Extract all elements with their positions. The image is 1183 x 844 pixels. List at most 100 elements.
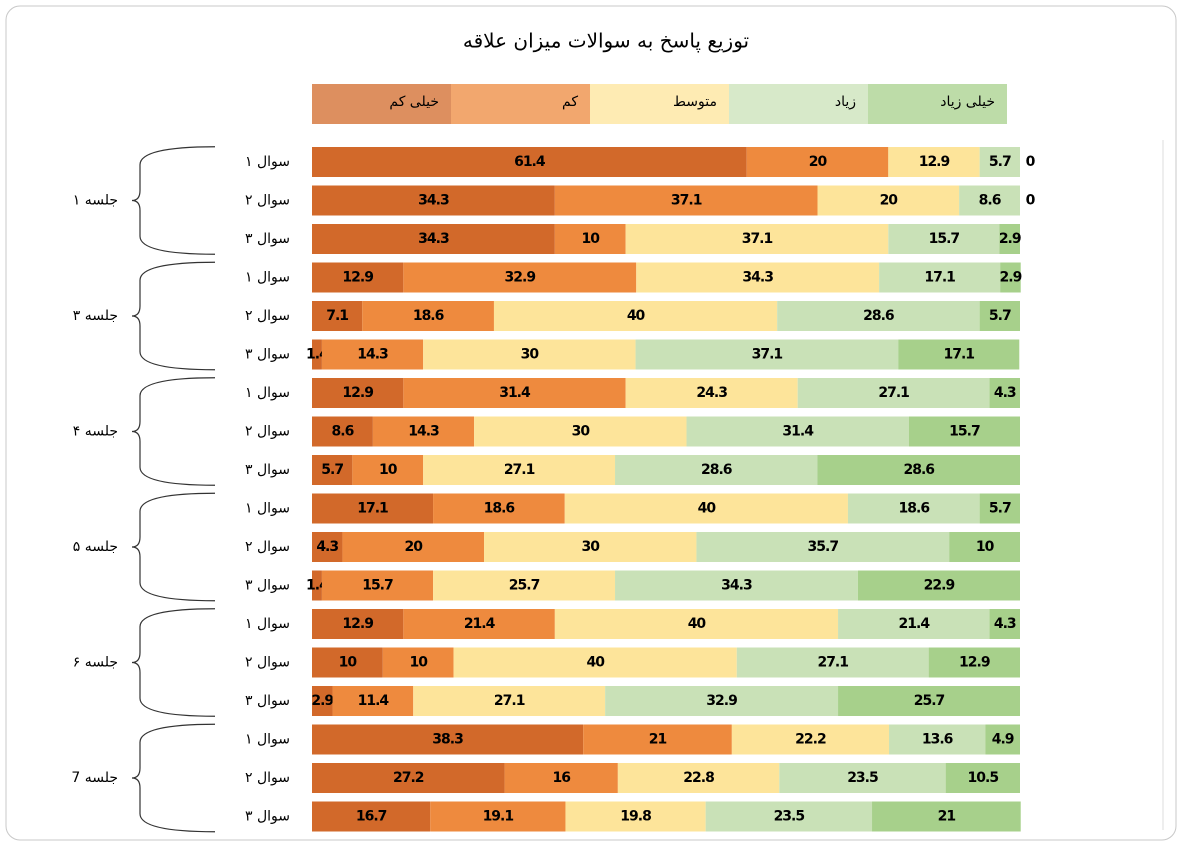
value-label: 23.5 — [847, 770, 878, 786]
row-label: سوال ۲ — [245, 424, 290, 440]
value-label: 34.3 — [721, 578, 752, 594]
row-label: سوال ۱ — [245, 385, 290, 401]
legend-label: کم — [562, 94, 578, 110]
row-label: سوال ۳ — [245, 809, 290, 825]
value-label: 30 — [521, 347, 540, 363]
row-label: سوال ۳ — [245, 231, 290, 247]
value-label: 21.4 — [899, 616, 931, 632]
value-label: 28.6 — [903, 462, 934, 478]
value-label: 5.7 — [989, 501, 1011, 517]
value-label: 4.9 — [992, 732, 1014, 748]
value-label: 18.6 — [413, 308, 444, 324]
value-label: 27.2 — [393, 770, 424, 786]
row-label: سوال ۳ — [245, 578, 290, 594]
value-label: 30 — [572, 424, 591, 440]
row-label: سوال ۲ — [245, 308, 290, 324]
value-label: 34.3 — [418, 193, 449, 209]
legend-label: خیلی کم — [389, 94, 439, 110]
value-label: 8.6 — [332, 424, 354, 440]
value-label: 19.1 — [483, 809, 514, 825]
value-label: 11.4 — [358, 693, 390, 709]
value-label: 40 — [688, 616, 707, 632]
row-label: سوال ۲ — [245, 770, 290, 786]
value-label: 10 — [582, 231, 601, 247]
value-label: 22.8 — [683, 770, 714, 786]
value-label: 14.3 — [408, 424, 439, 440]
row-label: سوال ۲ — [245, 539, 290, 555]
value-label: 25.7 — [914, 693, 945, 709]
value-label: 4.3 — [994, 385, 1016, 401]
value-label: 20 — [809, 154, 828, 170]
value-label: 22.2 — [795, 732, 826, 748]
value-label: 21 — [649, 732, 667, 748]
value-label: 5.7 — [989, 308, 1011, 324]
value-label: 12.9 — [919, 154, 950, 170]
value-label: 30 — [582, 539, 601, 555]
value-label: 15.7 — [949, 424, 980, 440]
value-label: 2.9 — [1000, 270, 1022, 286]
value-label: 40 — [586, 655, 605, 671]
group-label: جلسه ۵ — [73, 539, 118, 555]
value-label: 18.6 — [899, 501, 930, 517]
value-label: 12.9 — [959, 655, 990, 671]
legend-label: زیاد — [835, 94, 856, 110]
row-label: سوال ۳ — [245, 347, 290, 363]
row-label: سوال ۳ — [245, 462, 290, 478]
group-label: جلسه ۱ — [73, 193, 118, 209]
value-label: 37.1 — [742, 231, 773, 247]
group-label: جلسه 7 — [71, 770, 118, 786]
value-label: 40 — [698, 501, 717, 517]
row-label: سوال ۱ — [245, 154, 290, 170]
value-label: 20 — [880, 193, 899, 209]
value-label: 27.1 — [494, 693, 525, 709]
row-label: سوال ۱ — [245, 270, 290, 286]
group-label: جلسه ۶ — [73, 655, 118, 671]
value-label: 4.3 — [994, 616, 1016, 632]
value-label: 15.7 — [362, 578, 393, 594]
group-label: جلسه ۴ — [73, 424, 118, 440]
chart-title: توزیع پاسخ به سوالات میزان علاقه — [463, 29, 749, 54]
value-label: 34.3 — [418, 231, 449, 247]
value-label: 28.6 — [863, 308, 894, 324]
value-label: 24.3 — [696, 385, 727, 401]
value-label: 32.9 — [505, 270, 536, 286]
value-label: 31.4 — [782, 424, 814, 440]
value-label: 23.5 — [774, 809, 805, 825]
value-label: 31.4 — [499, 385, 531, 401]
value-label: 17.1 — [357, 501, 388, 517]
value-label: 5.7 — [321, 462, 343, 478]
value-label: 15.7 — [929, 231, 960, 247]
value-label: 2.9 — [999, 231, 1021, 247]
value-label: 27.1 — [878, 385, 909, 401]
value-label: 18.6 — [484, 501, 515, 517]
value-label: 12.9 — [342, 270, 373, 286]
value-label: 32.9 — [706, 693, 737, 709]
value-label: 8.6 — [979, 193, 1001, 209]
value-label: 17.1 — [943, 347, 974, 363]
value-label: 27.1 — [504, 462, 535, 478]
value-label: 10 — [339, 655, 358, 671]
value-label: 40 — [627, 308, 646, 324]
value-label: 21 — [938, 809, 956, 825]
value-label: 37.1 — [752, 347, 783, 363]
value-label: 20 — [405, 539, 424, 555]
legend-label: خیلی زیاد — [940, 94, 995, 110]
value-label: 10.5 — [968, 770, 999, 786]
value-label: 37.1 — [671, 193, 702, 209]
value-label: 13.6 — [922, 732, 953, 748]
value-label: 4.3 — [316, 539, 338, 555]
value-label: 34.3 — [742, 270, 773, 286]
value-label: 10 — [409, 655, 428, 671]
row-label: سوال ۲ — [245, 193, 290, 209]
row-label: سوال ۳ — [245, 693, 290, 709]
value-label: 10 — [976, 539, 995, 555]
group-label: جلسه ۳ — [73, 308, 118, 324]
value-label: 25.7 — [509, 578, 540, 594]
value-label: 12.9 — [342, 385, 373, 401]
value-label: 22.9 — [924, 578, 955, 594]
value-label: 17.1 — [924, 270, 955, 286]
value-label: 0 — [1026, 154, 1036, 170]
value-label: 27.1 — [817, 655, 848, 671]
value-label: 16.7 — [356, 809, 387, 825]
row-label: سوال ۱ — [245, 501, 290, 517]
